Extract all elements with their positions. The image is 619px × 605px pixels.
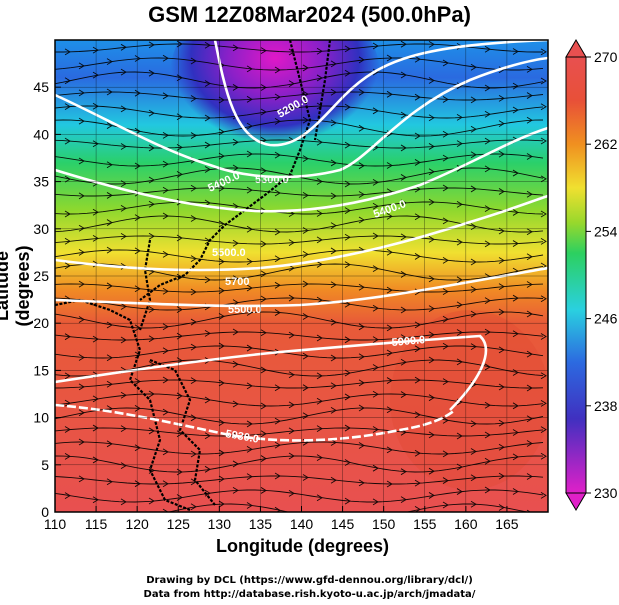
y-tick-label: 45 [33,79,49,95]
x-tick-label: 120 [125,516,149,532]
contour-5500 [55,194,548,272]
x-tick-label: 165 [495,516,519,532]
x-tick-label: 110 [44,516,67,532]
x-tick-label: 130 [208,516,232,532]
contour-label: 5500.0 [228,304,262,316]
y-tick-label: 25 [33,268,49,284]
contour-5700 [55,266,548,308]
contour-label: 5500.0 [212,247,246,259]
contour-5930 [55,403,456,442]
colorbar-tick-label: 230 [594,485,618,501]
x-tick-label: 150 [372,516,396,532]
colorbar-tick-label: 262 [594,136,618,152]
contour-5400 [55,126,548,213]
lat-lon-grid [55,40,548,512]
x-tick-label: 140 [290,516,314,532]
x-tick-label: 115 [85,516,108,532]
y-tick-label: 15 [33,362,49,378]
x-tick-label: 135 [249,516,273,532]
x-tick-label: 155 [413,516,437,532]
contour-label: 5700 [225,276,249,288]
x-tick-label: 160 [454,516,478,532]
y-axis-label: Latitude (degrees) [0,245,33,327]
contour-label: 5900.0 [391,334,426,349]
colorbar: 230 238 246 254 262 270 [565,39,618,511]
data-credit: Data from http://database.rish.kyoto-u.a… [143,589,476,600]
y-tick-label: 30 [33,221,49,237]
contour-5200 [213,40,548,147]
contour-label: 5930.0 [224,428,259,446]
colorbar-tick-label: 270 [594,49,618,65]
drawing-credit: Drawing by DCL (https://www.gfd-dennou.o… [146,575,473,586]
colorbar-tick-label: 254 [594,223,618,239]
colorbar-tick-label: 238 [594,398,618,414]
contour-5300 [55,56,548,179]
x-tick-label: 125 [167,516,191,532]
y-tick-label: 40 [33,126,49,142]
y-tick-label: 10 [33,410,49,426]
colorbar-tick-label: 246 [594,311,618,327]
x-axis-label: Longitude (degrees) [215,536,389,556]
chart-title: GSM 12Z08Mar2024 (500.0hPa) [148,2,471,27]
contour-label: 5300.0 [255,174,289,186]
y-tick-label: 0 [41,504,49,520]
x-tick-label: 145 [331,516,355,532]
y-tick-label: 20 [33,315,49,331]
y-tick-label: 5 [41,457,49,473]
y-tick-label: 35 [33,174,49,190]
